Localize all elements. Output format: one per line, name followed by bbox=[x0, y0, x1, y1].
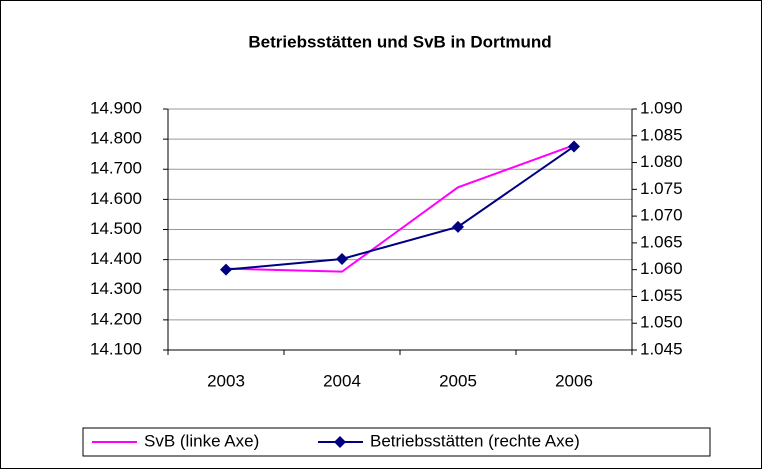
y-tick-label: 14.400 bbox=[90, 249, 142, 268]
y-tick-label: 14.600 bbox=[90, 189, 142, 208]
chart-title: Betriebsstätten und SvB in Dortmund bbox=[248, 32, 551, 51]
data-point bbox=[220, 263, 232, 276]
y-tick-label: 14.200 bbox=[90, 309, 142, 328]
x-tick-label: 2006 bbox=[555, 371, 593, 390]
y2-tick-label: 1.045 bbox=[640, 339, 683, 358]
x-tick-label: 2004 bbox=[323, 371, 361, 390]
y-tick-label: 14.900 bbox=[90, 98, 142, 117]
series-line bbox=[225, 144, 575, 273]
data-point bbox=[336, 252, 348, 265]
y2-tick-label: 1.075 bbox=[640, 179, 683, 198]
y-tick-label: 14.100 bbox=[90, 339, 142, 358]
y2-tick-label: 1.055 bbox=[640, 286, 683, 305]
y2-tick-label: 1.060 bbox=[640, 259, 683, 278]
data-point bbox=[452, 220, 464, 233]
y2-tick-label: 1.070 bbox=[640, 206, 683, 225]
series-line bbox=[225, 145, 575, 271]
data-point bbox=[568, 140, 580, 153]
x-tick-label: 2003 bbox=[207, 371, 245, 390]
legend-label: Betriebsstätten (rechte Axe) bbox=[370, 431, 580, 450]
y2-tick-label: 1.050 bbox=[640, 313, 683, 332]
y-tick-label: 14.300 bbox=[90, 279, 142, 298]
y-tick-label: 14.700 bbox=[90, 159, 142, 178]
y-tick-label: 14.800 bbox=[90, 129, 142, 148]
legend-marker bbox=[334, 436, 346, 448]
x-tick-label: 2005 bbox=[439, 371, 477, 390]
y2-tick-label: 1.065 bbox=[640, 232, 683, 251]
legend-label: SvB (linke Axe) bbox=[144, 431, 259, 450]
legend bbox=[82, 427, 711, 457]
y2-tick-label: 1.090 bbox=[640, 98, 683, 117]
y2-tick-label: 1.085 bbox=[640, 125, 683, 144]
y2-tick-label: 1.080 bbox=[640, 152, 683, 171]
y-tick-label: 14.500 bbox=[90, 219, 142, 238]
